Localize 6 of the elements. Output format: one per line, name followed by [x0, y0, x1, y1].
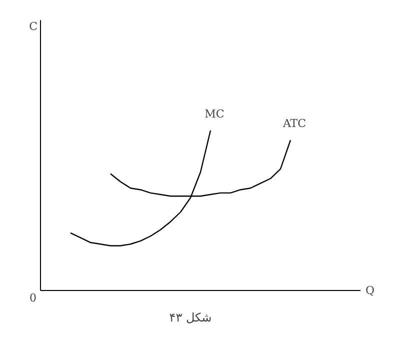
text: C [29, 20, 38, 34]
text: شکل ۴۳ [169, 310, 212, 325]
series-label: MC [204, 108, 224, 121]
series-label: ATC [282, 117, 306, 130]
text: 0 [30, 292, 36, 305]
text: Q [366, 284, 375, 298]
